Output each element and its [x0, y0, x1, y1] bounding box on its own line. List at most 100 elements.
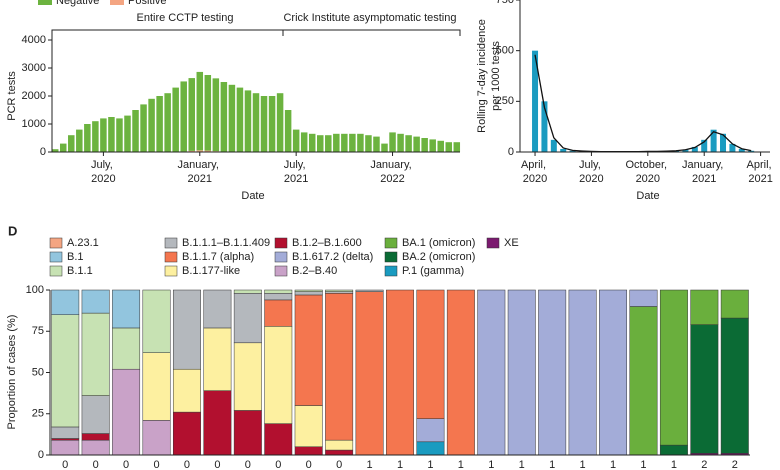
legend-label: BA.2 (omicron) — [402, 251, 475, 263]
legend-swatch — [274, 251, 288, 263]
legend-swatch — [384, 237, 398, 249]
legend-label: B.1.1.7 (alpha) — [182, 251, 254, 263]
bar — [748, 150, 755, 152]
bar-segment — [203, 327, 232, 391]
bar-segment — [355, 289, 384, 292]
bar — [212, 78, 220, 152]
bar — [260, 96, 268, 152]
x-tick-label: 1 — [549, 459, 555, 470]
bar — [132, 110, 139, 152]
bar-segment — [355, 291, 384, 456]
x-tick-label: 0 — [275, 459, 281, 470]
x-tick-label: 0 — [306, 459, 312, 470]
bar-segment — [446, 289, 475, 456]
legend-label: P.1 (gamma) — [402, 265, 464, 277]
bar — [341, 133, 348, 152]
bar — [397, 133, 404, 152]
bar-segment — [203, 289, 232, 329]
bar-segment — [264, 423, 293, 456]
bar — [228, 84, 236, 152]
bar — [421, 138, 428, 152]
bar-segment — [720, 289, 749, 319]
x-tick-label: 1 — [397, 459, 403, 470]
legend-swatch — [164, 251, 178, 263]
bar-segment — [51, 314, 80, 428]
bar — [196, 150, 204, 152]
bar — [236, 87, 244, 152]
y-tick-label: 0 — [508, 146, 514, 158]
bar — [729, 143, 736, 152]
bar — [691, 146, 698, 152]
bar-segment — [629, 306, 658, 456]
bar — [437, 140, 444, 152]
bar-segment — [142, 289, 171, 353]
bar — [429, 139, 436, 152]
bar-segment — [81, 289, 110, 314]
bar — [156, 96, 163, 152]
bar-segment — [112, 289, 141, 329]
x-tick-label: 0 — [214, 459, 220, 470]
y-tick-label: 100 — [26, 284, 44, 296]
bar-segment — [233, 289, 262, 294]
x-axis-label: Date — [636, 190, 659, 202]
bar-segment — [325, 293, 354, 441]
bar — [389, 132, 396, 152]
bar — [300, 132, 308, 152]
bar — [333, 133, 340, 152]
bar-segment — [325, 449, 354, 456]
legend-label: B.1 — [67, 251, 84, 263]
bar — [268, 96, 276, 152]
x-tick-label: October, 2020 — [625, 159, 670, 185]
legend-label: Negative — [56, 0, 99, 7]
bar-segment — [416, 289, 445, 419]
x-tick-label: 1 — [519, 459, 525, 470]
legend-swatch — [49, 237, 63, 249]
x-tick-label: July, 2021 — [284, 159, 309, 185]
x-tick-label: July, 2020 — [91, 159, 116, 185]
bar — [188, 150, 195, 152]
bar-segment — [51, 439, 80, 456]
annotation: Crick Institute asymptomatic testing — [283, 12, 456, 24]
annotation-bracket — [51, 29, 461, 36]
bar — [317, 135, 324, 152]
line — [534, 54, 752, 153]
y-tick-label: 50 — [32, 366, 44, 378]
y-tick-label: 0 — [38, 449, 44, 461]
bar — [349, 133, 356, 152]
bar — [172, 87, 179, 152]
bar — [116, 118, 123, 152]
bar-segment — [112, 368, 141, 456]
bar-segment — [172, 289, 201, 370]
y-axis-label: PCR tests — [6, 71, 18, 121]
y-tick-label: 750 — [496, 0, 514, 6]
legend-label: B.1.2–B.1.600 — [292, 237, 362, 249]
bar — [252, 93, 260, 152]
bar — [308, 133, 316, 152]
legend-label: B.1.617.2 (delta) — [292, 251, 373, 263]
y-tick-label: 250 — [496, 95, 514, 107]
bar — [124, 115, 131, 152]
bar — [188, 78, 195, 151]
bar — [357, 133, 364, 152]
x-tick-label: 0 — [336, 459, 342, 470]
legend-label: A.23.1 — [67, 237, 99, 249]
bar-segment — [233, 342, 262, 411]
annotation: Entire CCTP testing — [136, 12, 233, 24]
bar — [59, 143, 67, 152]
bar-segment — [690, 324, 719, 454]
axis — [49, 290, 750, 456]
y-axis-label: Rolling 7-day incidence — [476, 19, 488, 133]
y-axis-label: per 1000 tests — [490, 41, 502, 111]
x-tick-label: January, 2021 — [682, 159, 726, 185]
bar — [51, 149, 59, 152]
axis — [51, 36, 460, 153]
legend-swatch — [164, 237, 178, 249]
legend-label: Positive — [128, 0, 167, 7]
bar — [710, 129, 717, 152]
bar — [84, 124, 91, 152]
bar-segment — [81, 312, 110, 396]
legend-swatch — [486, 237, 500, 249]
bar-segment — [325, 289, 354, 292]
x-tick-label: 1 — [640, 459, 646, 470]
bar — [220, 82, 228, 152]
